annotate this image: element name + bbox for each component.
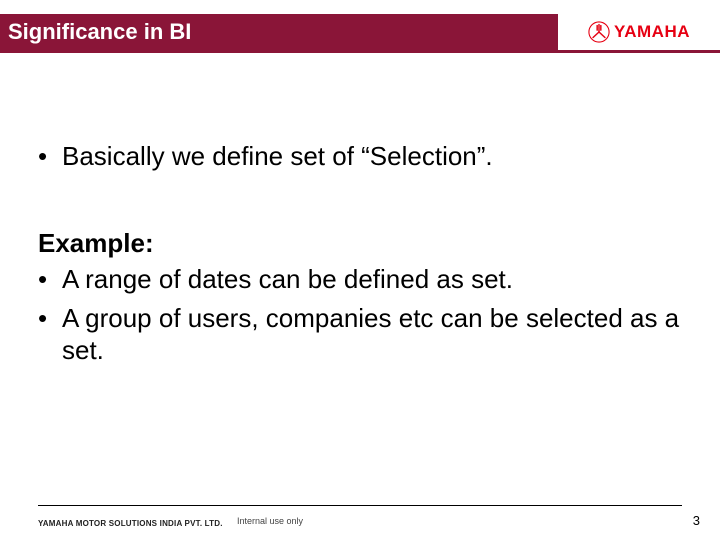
page-number: 3	[693, 513, 700, 528]
tuning-forks-icon	[588, 21, 610, 43]
bullet-marker: •	[38, 140, 62, 173]
bullet-marker: •	[38, 302, 62, 367]
bullet-text: Basically we define set of “Selection”.	[62, 140, 680, 173]
footer-classification-text: Internal use only	[237, 516, 303, 526]
bullet-text: A range of dates can be defined as set.	[62, 263, 680, 296]
bullet-item: • A group of users, companies etc can be…	[38, 302, 680, 367]
title-bar-left: Significance in BI	[0, 14, 558, 50]
title-underline	[0, 50, 720, 53]
bullet-item: • A range of dates can be defined as set…	[38, 263, 680, 296]
title-bar-right: YAMAHA	[558, 14, 720, 50]
content-area: • Basically we define set of “Selection”…	[38, 140, 680, 373]
footer-divider	[38, 505, 682, 506]
title-bar: Significance in BI YAMAHA	[0, 14, 720, 50]
slide: Significance in BI YAMAHA	[0, 0, 720, 540]
example-heading: Example:	[38, 227, 680, 260]
footer-classification: Internal use only	[0, 516, 720, 526]
brand-logo: YAMAHA	[588, 21, 690, 43]
bullet-text: A group of users, companies etc can be s…	[62, 302, 680, 367]
bullet-item: • Basically we define set of “Selection”…	[38, 140, 680, 173]
bullet-marker: •	[38, 263, 62, 296]
brand-logo-text: YAMAHA	[614, 22, 690, 42]
slide-title: Significance in BI	[8, 19, 191, 45]
